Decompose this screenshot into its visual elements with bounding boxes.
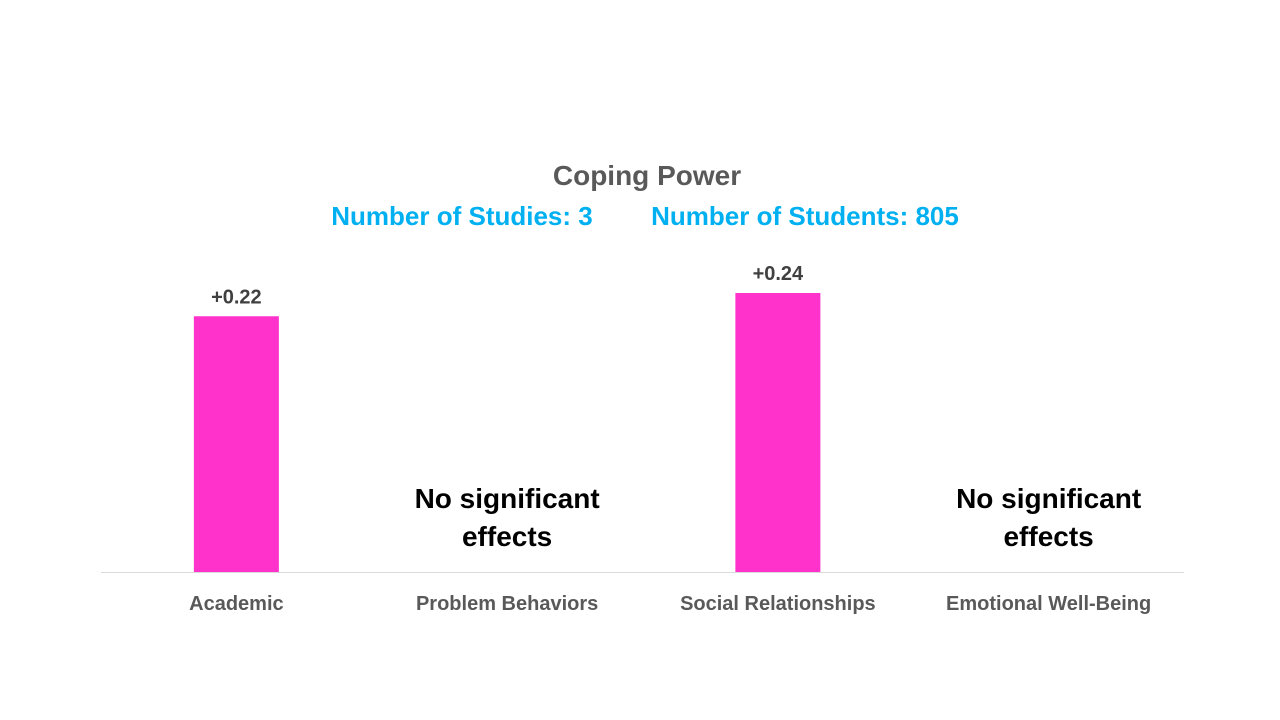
category-labels: Academic Problem Behaviors Social Relation…: [189, 593, 1151, 615]
category-label: Academic: [189, 593, 284, 615]
category-label: Emotional Well-Being: [946, 593, 1151, 615]
category-label: Problem Behaviors: [416, 593, 598, 615]
chart-marks: +0.22 No significant effects +0.24 No signif…: [193, 263, 1141, 572]
students-count-label: Number of Students: 805: [651, 201, 959, 231]
no-significant-effects-line: effects: [1003, 521, 1093, 552]
bar-social-relationships: [735, 293, 821, 572]
no-significant-effects-line: No significant: [415, 483, 600, 514]
no-significant-effects-label: No significant effects: [956, 483, 1141, 552]
studies-count-label: Number of Studies: 3: [331, 201, 592, 231]
category-label: Social Relationships: [680, 593, 876, 615]
no-significant-effects-line: effects: [462, 521, 552, 552]
no-significant-effects-line: No significant: [956, 483, 1141, 514]
bar-academic: [193, 316, 279, 572]
data-label: +0.24: [753, 263, 804, 285]
chart-title: Coping Power: [553, 160, 741, 191]
no-significant-effects-label: No significant effects: [415, 483, 600, 552]
data-label: +0.22: [211, 286, 262, 308]
